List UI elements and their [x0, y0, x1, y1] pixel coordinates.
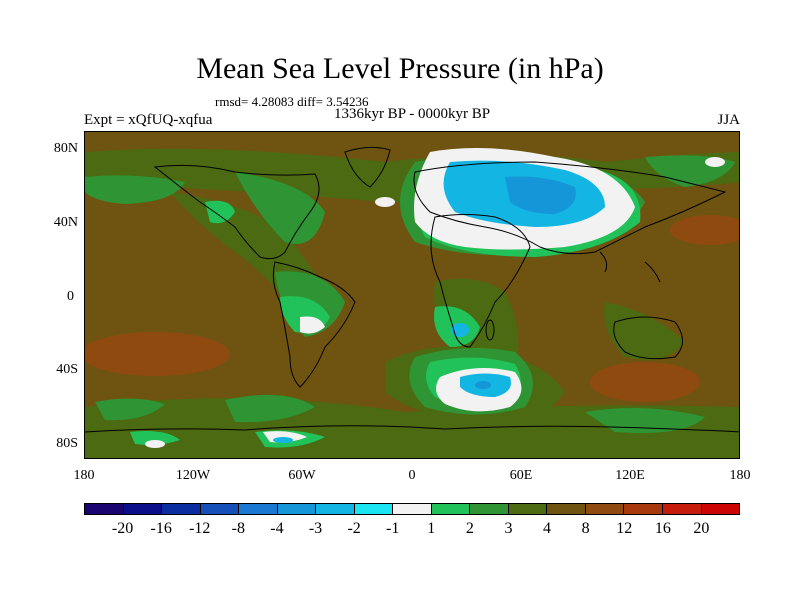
colorbar-swatch — [701, 504, 740, 514]
colorbar-swatch — [85, 504, 124, 514]
colorbar-label: 2 — [465, 520, 474, 537]
colorbar — [84, 503, 740, 515]
x-tick-120w: 120W — [175, 468, 211, 483]
field-canada-lightgreen — [205, 200, 235, 224]
colorbar-swatch — [547, 504, 586, 514]
field-south-pacific-green — [225, 394, 315, 423]
page-title: Mean Sea Level Pressure (in hPa) — [196, 52, 604, 85]
x-tick-180e: 180 — [729, 468, 751, 483]
colorbar-label: -1 — [386, 520, 400, 537]
colorbar-label: -8 — [231, 520, 245, 537]
colorbar-label: -20 — [111, 520, 134, 537]
colorbar-swatch — [354, 504, 394, 514]
x-tick-120e: 120E — [615, 468, 645, 483]
field-high-south-pacific — [85, 332, 230, 376]
field-high-north-pacific — [670, 215, 739, 245]
x-tick-180w: 180 — [73, 468, 95, 483]
colorbar-swatch — [624, 504, 663, 514]
y-tick-40s: 40S — [56, 362, 78, 377]
colorbar-swatch — [662, 504, 702, 514]
season-label: JJA — [717, 112, 740, 128]
colorbar-label: -3 — [308, 520, 323, 537]
colorbar-swatch — [393, 504, 432, 514]
colorbar-swatch — [508, 504, 548, 514]
field-ross-white — [145, 440, 165, 448]
colorbar-swatch — [239, 504, 278, 514]
x-tick-60w: 60W — [288, 468, 316, 483]
field-australia-olive — [604, 302, 685, 360]
experiment-label: Expt = xQfUQ-xqfua — [84, 112, 213, 128]
field-eurasia-blue — [505, 176, 576, 214]
colorbar-label: 3 — [504, 520, 513, 537]
colorbar-label: 16 — [654, 520, 671, 537]
colorbar-label: -2 — [347, 520, 361, 537]
field-ross-lightgreen — [130, 431, 180, 445]
colorbar-swatch — [123, 504, 163, 514]
coastlines — [85, 146, 739, 433]
y-tick-80s: 80S — [56, 436, 78, 451]
x-tick-0: 0 — [408, 468, 416, 483]
colorbar-swatch — [585, 504, 625, 514]
period-label: 1336kyr BP - 0000kyr BP — [333, 106, 491, 122]
field-brazil-white — [300, 316, 325, 334]
y-tick-0: 0 — [67, 289, 74, 304]
y-tick-40n: 40N — [53, 215, 78, 230]
x-tick-60e: 60E — [509, 468, 533, 483]
stats-label: rmsd= 4.28083 diff= 3.54236 — [215, 94, 369, 109]
field-high-south-indian — [590, 362, 700, 402]
field-greenland-white — [375, 197, 395, 207]
colorbar-label: -4 — [270, 520, 284, 537]
field-north-america-green — [235, 172, 325, 244]
colorbar-swatch — [316, 504, 355, 514]
colorbar-swatch — [200, 504, 240, 514]
colorbar-label: 1 — [427, 520, 436, 537]
colorbar-swatch — [470, 504, 509, 514]
colorbar-label: 4 — [543, 520, 552, 537]
field-north-pacific-green — [85, 175, 185, 204]
field-bering-white — [705, 157, 725, 167]
colorbar-swatch — [431, 504, 471, 514]
field-south-west-green — [95, 398, 165, 421]
colorbar-swatch — [162, 504, 201, 514]
colorbar-label: -12 — [189, 520, 211, 537]
colorbar-label: 20 — [693, 520, 710, 537]
colorbar-label: -16 — [150, 520, 172, 537]
field-africa-cyan — [451, 323, 469, 337]
colorbar-label: 8 — [581, 520, 590, 537]
map-canvas — [85, 132, 739, 458]
colorbar-swatch — [277, 504, 317, 514]
field-south-indian-blue — [475, 381, 491, 389]
pressure-map — [84, 131, 740, 459]
colorbar-label: 12 — [616, 520, 633, 537]
y-tick-80n: 80N — [53, 141, 78, 156]
field-antarctic-cyan — [273, 437, 293, 443]
